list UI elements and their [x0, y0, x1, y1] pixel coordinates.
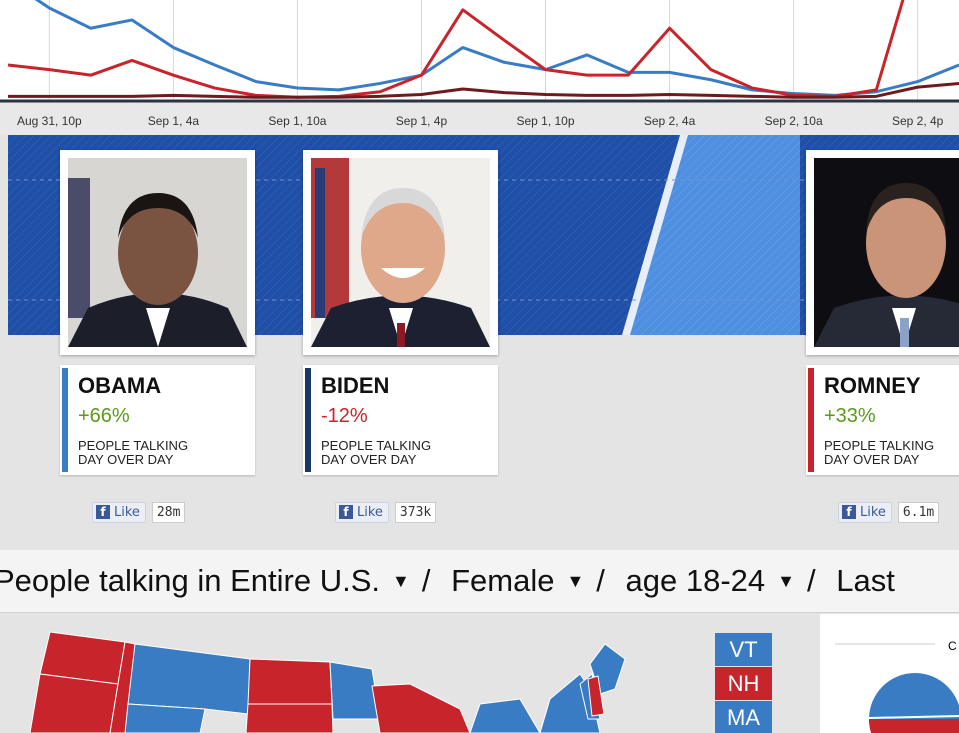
filter-bar: People talking in Entire U.S. ▼ / Female ▼ /… [0, 550, 959, 613]
candidate-photo [303, 150, 498, 355]
candidate-change: +33% [824, 405, 876, 428]
timeline-chart: Aug 31, 10p Sep 1, 4a Sep 1, 10a Sep 1, 4p S… [0, 0, 959, 135]
candidate-change: -12% [321, 405, 368, 428]
like-count: 373k [395, 502, 436, 523]
separator: / [807, 563, 816, 598]
x-tick-label: Sep 2, 4p [892, 114, 944, 128]
chart-background [0, 0, 959, 102]
state-tile[interactable]: VT [715, 633, 772, 666]
x-tick-label: Sep 2, 4a [644, 114, 696, 128]
panel-title: C [948, 639, 957, 653]
x-tick-label: Sep 1, 10p [516, 114, 574, 128]
separator: / [422, 563, 431, 598]
page: Aug 31, 10p Sep 1, 4a Sep 1, 10a Sep 1, 4p S… [0, 0, 959, 733]
filter-option[interactable]: People talking in Entire U.S. [0, 563, 380, 598]
x-tick-label: Sep 1, 4p [396, 114, 448, 128]
x-tick-label: Sep 1, 4a [148, 114, 200, 128]
candidate-photo [60, 150, 255, 355]
candidate-name: ROMNEY [824, 373, 921, 399]
caption: PEOPLE TALKING [321, 439, 431, 452]
candidate-info: OBAMA +66% PEOPLE TALKING DAY OVER DAY [60, 365, 255, 475]
candidate-change: +66% [78, 405, 130, 428]
candidate-info: BIDEN -12% PEOPLE TALKING DAY OVER DAY [303, 365, 498, 475]
caption: DAY OVER DAY [78, 453, 173, 466]
filter-option[interactable]: Female [451, 563, 554, 598]
candidate-info: ROMNEY +33% PEOPLE TALKING DAY OVER DAY [806, 365, 959, 475]
caption: PEOPLE TALKING [824, 439, 934, 452]
like-label: Like [114, 505, 140, 520]
caption: DAY OVER DAY [824, 453, 919, 466]
candidate-name: OBAMA [78, 373, 161, 399]
dropdown-arrow[interactable]: ▼ [566, 571, 584, 591]
candidate-photo [806, 150, 959, 355]
x-tick-label: Aug 31, 10p [17, 114, 82, 128]
filter-option[interactable]: age 18-24 [626, 563, 766, 598]
state-tile[interactable]: MA [715, 701, 772, 733]
dropdown-arrow[interactable]: ▼ [392, 571, 410, 591]
caption: PEOPLE TALKING [78, 439, 188, 452]
candidate-name: BIDEN [321, 373, 389, 399]
separator: / [596, 563, 605, 598]
like-count: 6.1m [898, 502, 939, 523]
dropdown-arrow[interactable]: ▼ [777, 571, 795, 591]
x-tick-label: Sep 2, 10a [765, 114, 823, 128]
map-area: C [0, 614, 959, 733]
state-tile[interactable]: NH [715, 667, 772, 700]
like-label: Like [860, 505, 886, 520]
caption: DAY OVER DAY [321, 453, 416, 466]
like-label: Like [357, 505, 383, 520]
like-count: 28m [152, 502, 185, 523]
x-tick-label: Sep 1, 10a [268, 114, 326, 128]
filter-option[interactable]: Last [836, 563, 895, 598]
